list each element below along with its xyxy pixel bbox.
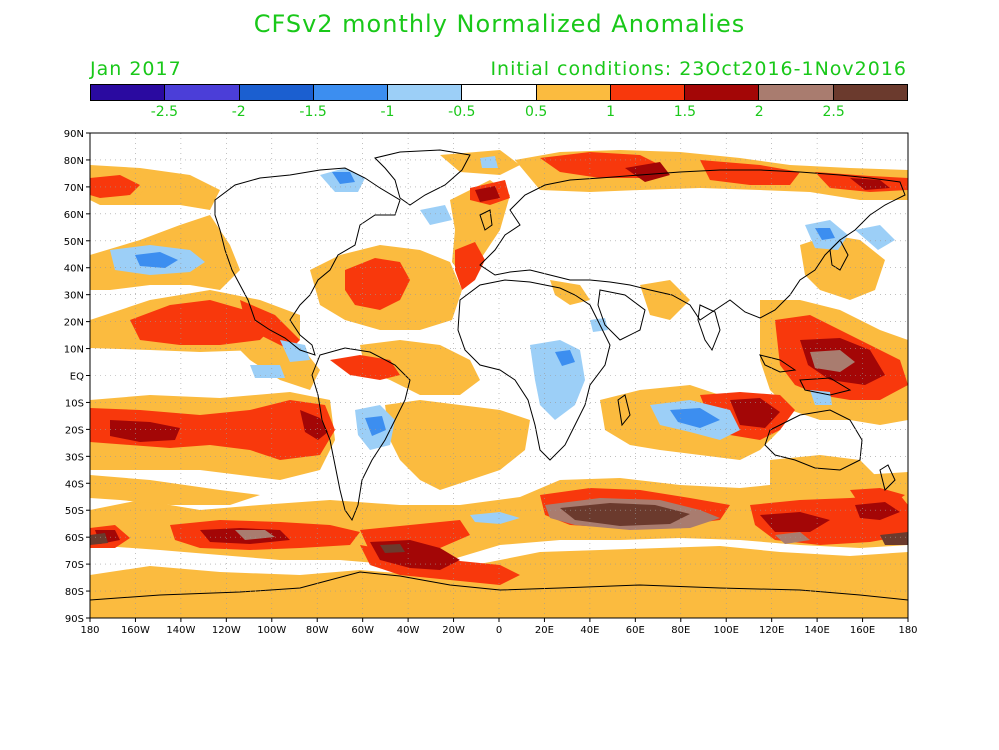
chart-title: CFSv2 monthly Normalized Anomalies: [253, 10, 746, 38]
coastlines: [90, 149, 908, 601]
lon-label: 100W: [257, 625, 286, 636]
lat-label: 60N: [64, 210, 84, 221]
lon-label: 120E: [759, 625, 784, 636]
lat-label: 30S: [65, 452, 84, 463]
anomaly-above-2-regions: [90, 350, 908, 553]
lat-label: 10N: [64, 345, 84, 356]
color-bar-label: 2: [754, 104, 764, 120]
lat-label: 90S: [65, 614, 84, 625]
color-bar-swatch: [239, 85, 314, 100]
lat-label: 70N: [64, 183, 84, 194]
color-bar-swatch: [91, 85, 166, 100]
lat-label: 10S: [65, 398, 84, 409]
color-bar-swatch: [313, 85, 389, 100]
lat-label: EQ: [70, 372, 84, 383]
color-bar-label: 2.5: [822, 104, 845, 120]
lon-label: 60W: [351, 625, 374, 636]
lat-label: 50S: [65, 506, 84, 517]
lon-label: 20W: [442, 625, 465, 636]
lat-label: 30N: [64, 291, 84, 302]
color-bar-label: -0.5: [448, 104, 476, 120]
lon-label: 140W: [166, 625, 195, 636]
lon-label: 180: [898, 625, 917, 636]
longitude-labels: 180 160W 140W 120W 100W 80W 60W 40W 20W 0 20E 40E 60…: [80, 625, 917, 636]
color-bar-label: -1.5: [299, 104, 327, 120]
color-bar-swatch: [610, 85, 686, 100]
lat-label: 70S: [65, 560, 84, 571]
lon-label: 160W: [121, 625, 150, 636]
lon-label: 80E: [671, 625, 690, 636]
color-bar-swatch: [536, 85, 611, 100]
lat-label: 60S: [65, 533, 84, 544]
lon-label: 20E: [535, 625, 554, 636]
initial-conditions-label: Initial conditions: 23Oct2016-1Nov2016: [490, 58, 907, 80]
color-bar-swatch: [388, 85, 463, 100]
lon-label: 180: [80, 625, 99, 636]
color-bar-label: 1.5: [673, 104, 697, 120]
color-bar: [90, 84, 908, 101]
lon-label: 140E: [804, 625, 829, 636]
lat-label: 20N: [64, 318, 84, 329]
lat-label: 90N: [64, 129, 84, 140]
lon-label: 0: [496, 625, 502, 636]
lon-label: 120W: [212, 625, 241, 636]
color-bar-swatch: [462, 85, 537, 100]
lat-lon-grid: [90, 133, 908, 618]
color-bar-label: -2: [231, 104, 246, 120]
lat-label: 20S: [65, 425, 84, 436]
lon-label: 40E: [580, 625, 599, 636]
lat-label: 80S: [65, 587, 84, 598]
lon-label: 100E: [714, 625, 739, 636]
color-bar-label: -2.5: [150, 104, 179, 120]
valid-month-label: Jan 2017: [90, 58, 182, 80]
lon-label: 160E: [850, 625, 875, 636]
latitude-labels: 90N 80N 70N 60N 50N 40N 30N 20N 10N EQ 10S 20S 30S 40…: [64, 129, 84, 625]
negative-anomaly-regions: [110, 156, 895, 524]
lon-label: 80W: [306, 625, 329, 636]
lat-label: 40S: [65, 479, 84, 490]
color-bar-swatch: [759, 85, 834, 100]
lat-label: 40N: [64, 264, 84, 275]
color-bar-label: 0.5: [525, 104, 548, 120]
color-bar-swatch: [165, 85, 240, 100]
axis-ticks: [86, 132, 909, 622]
lon-label: 60E: [626, 625, 645, 636]
lat-label: 80N: [64, 156, 84, 167]
lon-label: 40W: [397, 625, 420, 636]
color-bar-swatch: [833, 85, 907, 100]
color-bar-swatch: [685, 85, 760, 100]
color-bar-label: 1: [606, 104, 615, 120]
lat-label: 50N: [64, 237, 84, 248]
color-bar-label: -1: [380, 104, 395, 120]
